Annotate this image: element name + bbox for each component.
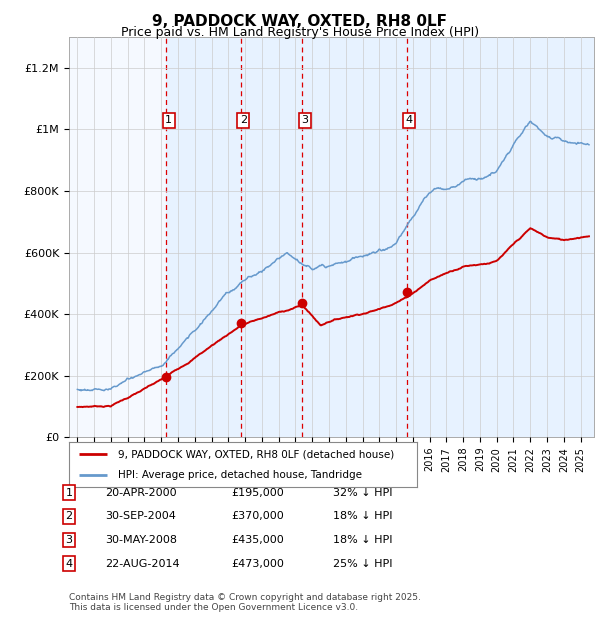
Text: £473,000: £473,000: [231, 559, 284, 569]
Text: £370,000: £370,000: [231, 512, 284, 521]
Text: 30-SEP-2004: 30-SEP-2004: [105, 512, 176, 521]
Text: Contains HM Land Registry data © Crown copyright and database right 2025.
This d: Contains HM Land Registry data © Crown c…: [69, 593, 421, 612]
Text: 18% ↓ HPI: 18% ↓ HPI: [333, 512, 392, 521]
Text: 20-APR-2000: 20-APR-2000: [105, 488, 176, 498]
Text: HPI: Average price, detached house, Tandridge: HPI: Average price, detached house, Tand…: [118, 469, 362, 480]
Text: 3: 3: [65, 535, 73, 545]
Text: 9, PADDOCK WAY, OXTED, RH8 0LF: 9, PADDOCK WAY, OXTED, RH8 0LF: [152, 14, 448, 29]
Text: 1: 1: [65, 488, 73, 498]
Text: 30-MAY-2008: 30-MAY-2008: [105, 535, 177, 545]
Text: 25% ↓ HPI: 25% ↓ HPI: [333, 559, 392, 569]
Text: 22-AUG-2014: 22-AUG-2014: [105, 559, 179, 569]
Text: 32% ↓ HPI: 32% ↓ HPI: [333, 488, 392, 498]
Text: Price paid vs. HM Land Registry's House Price Index (HPI): Price paid vs. HM Land Registry's House …: [121, 26, 479, 39]
Text: 2: 2: [240, 115, 247, 125]
Text: 18% ↓ HPI: 18% ↓ HPI: [333, 535, 392, 545]
Bar: [166, 37, 594, 437]
Text: £435,000: £435,000: [231, 535, 284, 545]
Text: 2: 2: [65, 512, 73, 521]
Text: 3: 3: [301, 115, 308, 125]
Text: 9, PADDOCK WAY, OXTED, RH8 0LF (detached house): 9, PADDOCK WAY, OXTED, RH8 0LF (detached…: [118, 449, 394, 459]
Text: 1: 1: [166, 115, 172, 125]
Text: 4: 4: [65, 559, 73, 569]
Text: 4: 4: [406, 115, 413, 125]
Text: £195,000: £195,000: [231, 488, 284, 498]
